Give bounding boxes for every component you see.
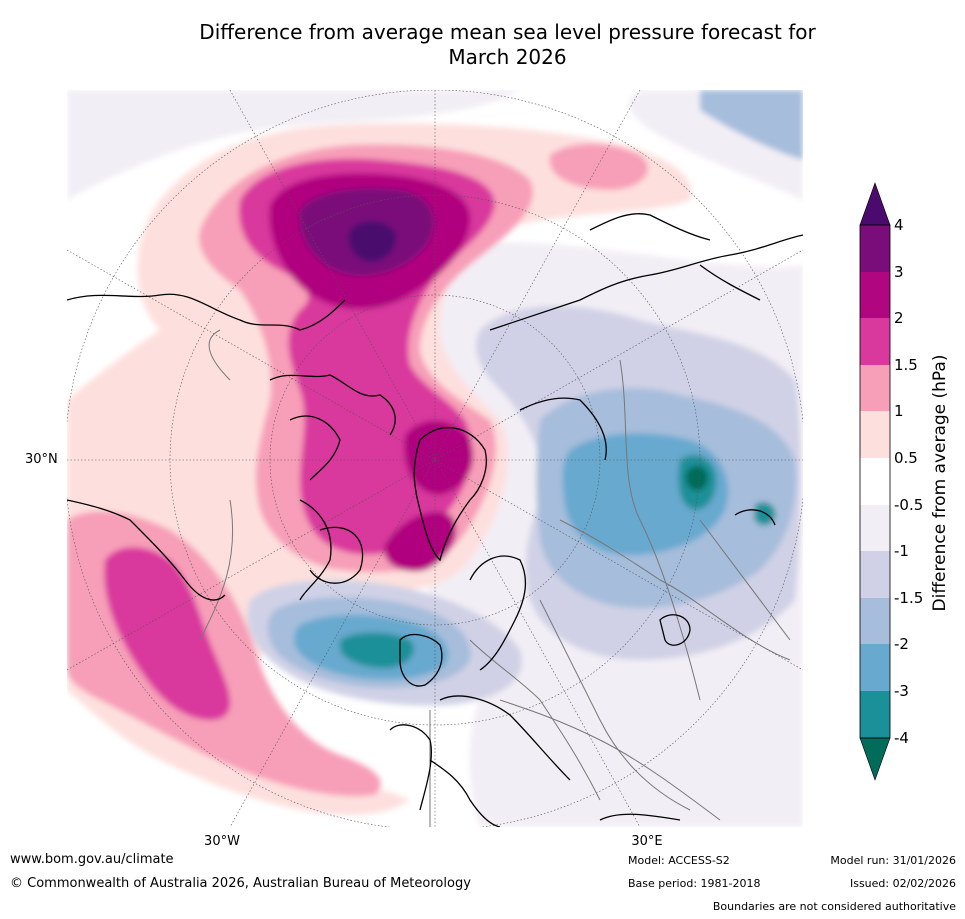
colorbar-tick-label: 4 (894, 216, 904, 234)
colorbar-title: Difference from average (hPa) (930, 354, 950, 612)
colorbar-segment (860, 458, 890, 505)
lon-label-30e: 30°E (631, 834, 662, 849)
anomaly-region-teal-east (754, 502, 776, 526)
colorbar-tick-label: 1.5 (894, 356, 918, 374)
colorbar-tick-label: -2 (894, 635, 909, 653)
footer-url[interactable]: www.bom.gov.au/climate (10, 852, 174, 867)
anomaly-region-teal-atlantic (340, 632, 414, 669)
country-boundaries (199, 329, 791, 827)
colorbar-segment (860, 644, 890, 691)
footer-model: Model: ACCESS-S2 (628, 854, 730, 867)
colorbar-segment (860, 318, 890, 365)
colorbar-segment (860, 365, 890, 411)
colorbar-segment (860, 691, 890, 738)
footer-copyright: © Commonwealth of Australia 2026, Austra… (10, 876, 471, 891)
colorbar-segment (860, 598, 890, 644)
title-line-2: March 2026 (448, 45, 567, 69)
footer-base-period: Base period: 1981-2018 (628, 877, 761, 890)
anomaly-region-magenta-pacific (104, 547, 231, 721)
anomaly-region-lavender-nw (67, 90, 520, 200)
colorbar-tick-label: -0.5 (894, 496, 924, 514)
anomaly-region-purple-core (348, 221, 396, 262)
colorbar-tick-label: -1.5 (894, 589, 924, 607)
lon-label-30w: 30°W (204, 834, 240, 849)
colorbar-extend-bottom (859, 737, 891, 781)
colorbar-segment (860, 272, 890, 318)
coastlines (67, 213, 803, 827)
lat-label-30n: 30°N (25, 452, 58, 467)
anomaly-region-pink-nepac (549, 143, 649, 190)
colorbar-tick-label: -1 (894, 542, 909, 560)
colorbar (859, 182, 891, 781)
anomaly-region-darkmagenta-atlantic (384, 511, 456, 572)
footer-disclaimer: Boundaries are not considered authoritat… (712, 900, 956, 913)
colorbar-segment (860, 411, 890, 458)
colorbar-tick-label: 2 (894, 309, 904, 327)
anomaly-region-lightblue-ne (700, 90, 803, 160)
graticule (67, 90, 803, 827)
colorbar-tick-label: 0.5 (894, 449, 918, 467)
colorbar-segment (860, 551, 890, 598)
map-panel (67, 90, 803, 827)
colorbar-tick-label: -4 (894, 729, 909, 747)
chart-title: Difference from average mean sea level p… (100, 20, 915, 70)
colorbar-extend-top (859, 182, 891, 226)
colorbar-segment (860, 225, 890, 272)
colorbar-tick-label: -3 (894, 682, 909, 700)
title-line-1: Difference from average mean sea level p… (199, 20, 816, 44)
colorbar-tick-label: 3 (894, 263, 904, 281)
footer-model-run: Model run: 31/01/2026 (830, 854, 956, 867)
footer-issued: Issued: 02/02/2026 (849, 877, 956, 890)
colorbar-segment (860, 505, 890, 551)
colorbar-tick-label: 1 (894, 402, 904, 420)
anomaly-region-darkgreen (685, 465, 708, 491)
